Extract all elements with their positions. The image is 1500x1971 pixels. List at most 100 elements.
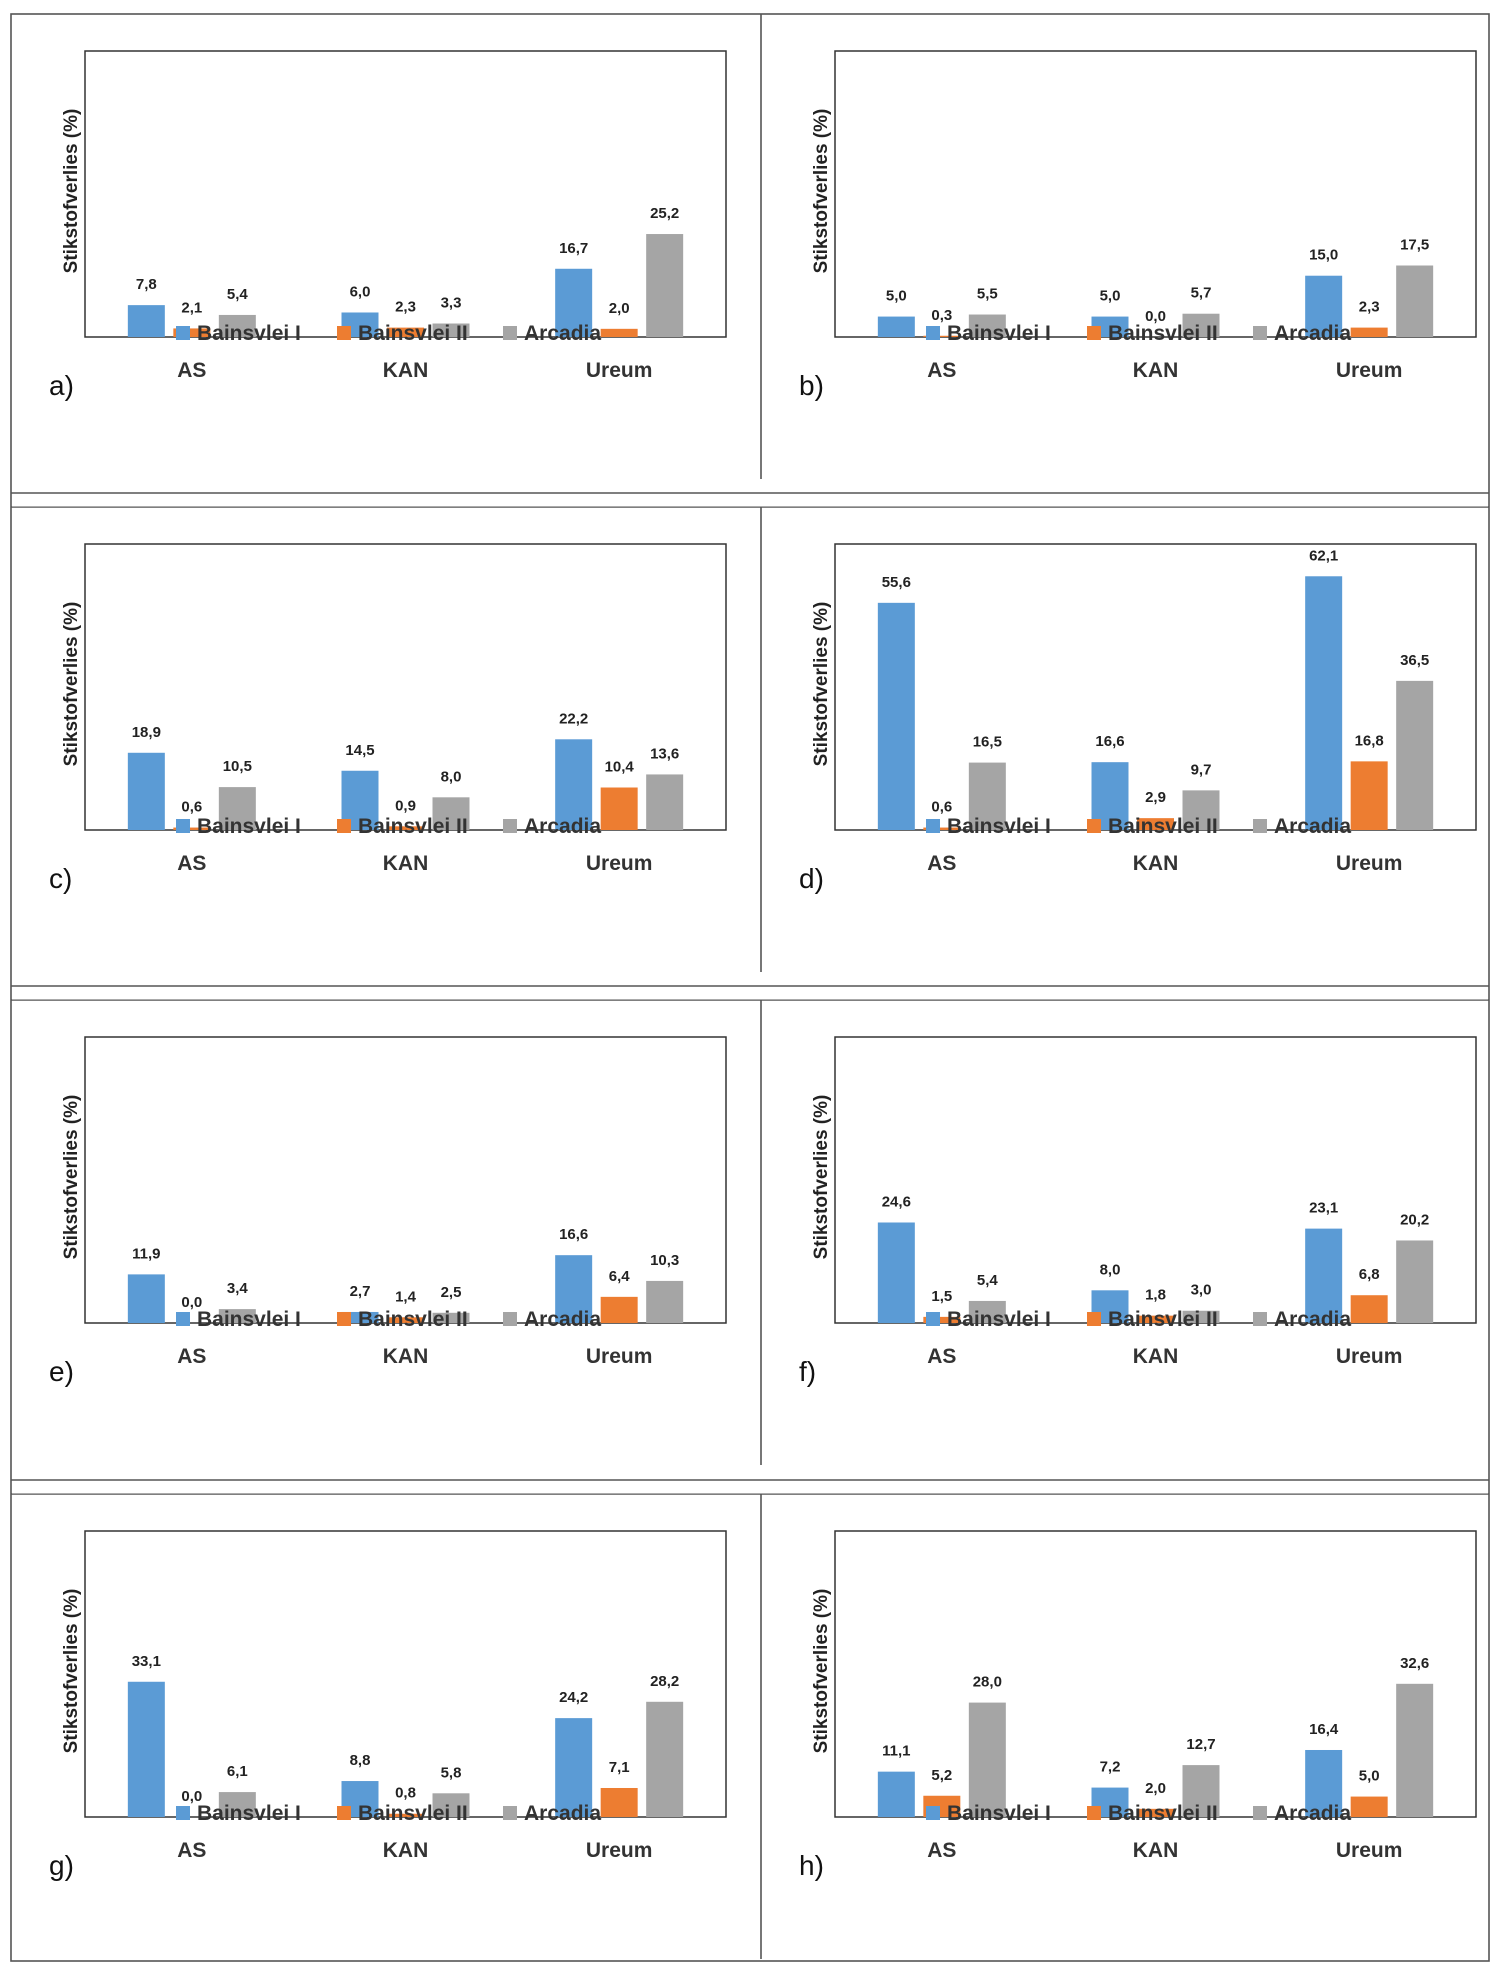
- data-label-bainsvlei-i-as: 55,6: [882, 574, 911, 591]
- data-label-bainsvlei-ii-kan: 0,8: [395, 1785, 416, 1802]
- data-label-bainsvlei-i-ureum: 16,4: [1309, 1721, 1339, 1738]
- bar-bainsvlei-ii-ureum: [600, 1296, 638, 1323]
- legend-label-bainsvlei-ii: Bainsvlei II: [1108, 1802, 1218, 1825]
- bar-bainsvlei-i-kan: [341, 1311, 379, 1323]
- data-label-arcadia-kan: 9,7: [1191, 761, 1212, 778]
- category-label-ureum: Ureum: [1336, 1345, 1403, 1368]
- data-label-bainsvlei-i-ureum: 24,2: [559, 1689, 588, 1706]
- data-label-bainsvlei-i-ureum: 62,1: [1309, 547, 1338, 564]
- panel-label: a): [49, 370, 74, 401]
- legend-swatch-arcadia: [503, 326, 517, 340]
- data-label-arcadia-as: 6,1: [227, 1763, 248, 1780]
- chart-panel-e: Stikstofverlies (%) 11,9 0,0 3,4 AS 2,7 1,4 2,5…: [49, 1036, 727, 1387]
- data-label-arcadia-kan: 5,7: [1191, 285, 1212, 302]
- data-label-arcadia-kan: 12,7: [1186, 1736, 1215, 1753]
- legend-label-bainsvlei-i: Bainsvlei I: [197, 322, 301, 345]
- data-label-arcadia-kan: 3,0: [1191, 1282, 1212, 1299]
- figure-border: [10, 13, 1490, 1962]
- bar-bainsvlei-i-as: [127, 305, 165, 337]
- data-label-arcadia-as: 5,4: [227, 286, 249, 303]
- category-label-kan: KAN: [383, 359, 429, 382]
- legend-swatch-bainsvlei-ii: [337, 1312, 351, 1326]
- bar-bainsvlei-ii-ureum: [600, 1787, 638, 1817]
- data-label-bainsvlei-i-ureum: 15,0: [1309, 247, 1338, 264]
- data-label-bainsvlei-i-as: 33,1: [132, 1653, 161, 1670]
- data-label-bainsvlei-ii-kan: 0,9: [395, 797, 416, 814]
- bar-bainsvlei-ii-kan: [1137, 1808, 1174, 1817]
- legend-swatch-bainsvlei-ii: [337, 819, 351, 833]
- bar-bainsvlei-i-as: [127, 752, 165, 830]
- data-label-bainsvlei-ii-as: 0,6: [181, 799, 202, 816]
- bar-bainsvlei-ii-as: [923, 1316, 961, 1323]
- y-axis-label: Stikstofverlies (%): [811, 1589, 832, 1754]
- bar-arcadia-ureum: [1396, 1240, 1434, 1323]
- category-label-ureum: Ureum: [586, 1839, 653, 1862]
- data-label-arcadia-kan: 5,8: [441, 1764, 462, 1781]
- data-label-arcadia-as: 5,5: [977, 286, 998, 303]
- bar-bainsvlei-i-as: [127, 1681, 165, 1817]
- data-label-bainsvlei-i-ureum: 16,7: [559, 240, 588, 257]
- data-label-bainsvlei-ii-ureum: 6,4: [609, 1268, 631, 1285]
- legend-swatch-bainsvlei-i: [926, 1806, 940, 1820]
- category-label-kan: KAN: [1133, 852, 1179, 875]
- data-label-bainsvlei-ii-ureum: 5,0: [1359, 1768, 1380, 1785]
- bar-arcadia-as: [968, 1300, 1006, 1323]
- chart-panel-h: Stikstofverlies (%) 11,1 5,2 28,0 AS 7,2 2,0 12…: [799, 1530, 1477, 1881]
- bar-arcadia-ureum: [646, 1280, 684, 1323]
- legend-swatch-arcadia: [503, 1312, 517, 1326]
- chart-panel-d: Stikstofverlies (%) 55,6 0,6 16,5 AS 16,6 2,9 9…: [799, 543, 1477, 894]
- bar-bainsvlei-ii-as: [923, 827, 961, 830]
- bar-bainsvlei-ii-kan: [387, 826, 424, 830]
- legend-swatch-bainsvlei-i: [926, 1312, 940, 1326]
- legend-swatch-bainsvlei-i: [926, 819, 940, 833]
- plot-area: [84, 1036, 727, 1324]
- bar-bainsvlei-ii-ureum: [1350, 1796, 1388, 1817]
- legend-label-bainsvlei-ii: Bainsvlei II: [1108, 322, 1218, 345]
- data-label-arcadia-ureum: 10,3: [650, 1252, 679, 1269]
- row-gap-3: [12, 1481, 1488, 1494]
- bar-bainsvlei-ii-ureum: [1350, 761, 1388, 830]
- category-label-kan: KAN: [1133, 359, 1179, 382]
- legend-label-bainsvlei-ii: Bainsvlei II: [358, 1308, 468, 1331]
- chart-panel-f: Stikstofverlies (%) 24,6 1,5 5,4 AS 8,0 1,8 3,0…: [799, 1036, 1477, 1387]
- bar-arcadia-ureum: [1396, 1683, 1434, 1817]
- legend-label-bainsvlei-i: Bainsvlei I: [197, 1802, 301, 1825]
- legend-label-bainsvlei-ii: Bainsvlei II: [1108, 815, 1218, 838]
- legend-swatch-bainsvlei-ii: [337, 1806, 351, 1820]
- category-label-kan: KAN: [383, 1839, 429, 1862]
- data-label-arcadia-ureum: 28,2: [650, 1673, 679, 1690]
- data-label-bainsvlei-ii-kan: 2,9: [1145, 789, 1166, 806]
- bar-arcadia-kan: [432, 1312, 470, 1323]
- bar-arcadia-ureum: [646, 1701, 684, 1817]
- legend-swatch-bainsvlei-i: [926, 326, 940, 340]
- data-label-bainsvlei-i-as: 24,6: [882, 1193, 911, 1210]
- category-label-as: AS: [927, 852, 956, 875]
- legend-swatch-bainsvlei-ii: [1087, 326, 1101, 340]
- data-label-bainsvlei-ii-ureum: 16,8: [1355, 732, 1384, 749]
- legend-label-bainsvlei-i: Bainsvlei I: [947, 815, 1051, 838]
- y-axis-label: Stikstofverlies (%): [811, 109, 832, 274]
- bar-bainsvlei-i-as: [877, 1222, 915, 1323]
- bar-bainsvlei-ii-as: [173, 328, 211, 337]
- data-label-arcadia-kan: 3,3: [441, 295, 462, 312]
- data-label-arcadia-ureum: 32,6: [1400, 1655, 1429, 1672]
- legend-label-arcadia: Arcadia: [524, 1802, 601, 1825]
- bar-bainsvlei-ii-kan: [1137, 818, 1174, 830]
- category-label-as: AS: [177, 1345, 206, 1368]
- data-label-bainsvlei-ii-ureum: 7,1: [609, 1759, 630, 1776]
- data-label-bainsvlei-ii-as: 2,1: [181, 299, 202, 316]
- legend-swatch-bainsvlei-i: [176, 326, 190, 340]
- bar-arcadia-ureum: [1396, 680, 1434, 830]
- bar-bainsvlei-ii-ureum: [600, 787, 638, 830]
- y-axis-label: Stikstofverlies (%): [61, 602, 82, 767]
- category-label-as: AS: [927, 359, 956, 382]
- bar-arcadia-kan: [1182, 1765, 1220, 1817]
- plot-area: [84, 50, 727, 338]
- bar-bainsvlei-i-as: [127, 1274, 165, 1323]
- bar-arcadia-ureum: [646, 774, 684, 830]
- chart-panel-c: Stikstofverlies (%) 18,9 0,6 10,5 AS 14,5 0,9 8…: [49, 543, 727, 894]
- bar-arcadia-ureum: [646, 234, 684, 337]
- bar-bainsvlei-i-as: [877, 316, 915, 337]
- legend-label-arcadia: Arcadia: [1274, 1308, 1351, 1331]
- bar-arcadia-as: [968, 314, 1006, 337]
